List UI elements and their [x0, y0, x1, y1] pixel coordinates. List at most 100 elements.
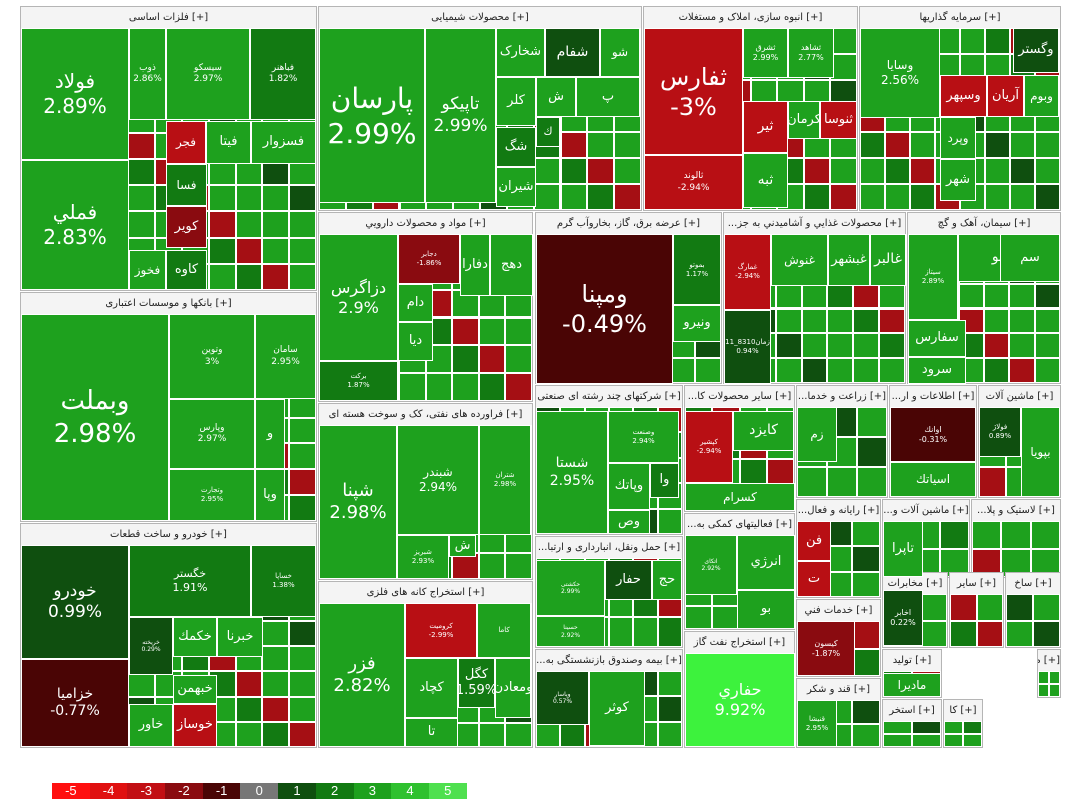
stock-tile[interactable]: سم: [1000, 234, 1060, 282]
stock-tile[interactable]: خساپا 1.38%: [251, 545, 316, 617]
stock-tile[interactable]: کلر: [496, 77, 536, 126]
stock-tile[interactable]: غالبر: [870, 234, 906, 286]
stock-tile[interactable]: تاپیکو 2.99%: [425, 28, 496, 203]
sector-title[interactable]: [+] استخراج نفت گاز: [685, 632, 794, 653]
stock-tile[interactable]: انرژي: [737, 535, 795, 590]
stock-tile[interactable]: بو: [737, 590, 795, 629]
stock-tile[interactable]: شستا 2.95%: [536, 411, 608, 534]
stock-tile[interactable]: ش: [536, 77, 576, 117]
stock-tile[interactable]: فزر 2.82%: [319, 603, 405, 747]
stock-tile[interactable]: خاور: [129, 704, 173, 747]
sector-title[interactable]: [+] لاستیک و پلا...: [972, 500, 1060, 521]
sector-title[interactable]: [+] سایر محصولات کا...: [685, 386, 794, 407]
stock-tile[interactable]: کسرام: [685, 483, 795, 511]
stock-tile[interactable]: حفاري 9.92%: [685, 653, 795, 747]
stock-tile[interactable]: شپنا 2.98%: [319, 425, 397, 579]
stock-tile[interactable]: بپويا: [1021, 407, 1060, 497]
stock-tile[interactable]: وبملت 2.98%: [21, 314, 169, 521]
sector-title[interactable]: [+] ماشین آلات: [979, 386, 1060, 407]
stock-tile[interactable]: سرود: [908, 357, 966, 384]
stock-tile[interactable]: خريخته 0.29%: [129, 617, 173, 675]
stock-tile[interactable]: وص: [608, 510, 650, 534]
stock-tile[interactable]: سامان 2.95%: [255, 314, 316, 399]
stock-tile[interactable]: سفارس: [908, 320, 966, 357]
stock-tile[interactable]: وتوین 3%: [169, 314, 255, 399]
stock-tile[interactable]: فملي 2.83%: [21, 160, 129, 290]
sector-title[interactable]: [+] خدمات فني: [797, 600, 880, 621]
stock-tile[interactable]: ذوب 2.86%: [129, 28, 166, 120]
stock-tile[interactable]: قنیشا 2.95%: [797, 700, 837, 747]
stock-tile[interactable]: کرمان: [788, 101, 820, 139]
sector-title[interactable]: [+] محصولات غذايي و آشاميدني به جز...: [724, 213, 905, 234]
stock-tile[interactable]: شتران 2.98%: [479, 425, 531, 535]
stock-tile[interactable]: وپرد: [940, 117, 976, 159]
stock-tile[interactable]: اتکای 2.92%: [685, 535, 737, 595]
stock-tile[interactable]: وپارس 2.97%: [169, 399, 255, 469]
sector-title[interactable]: [+] رایانه و فعال...: [797, 500, 880, 521]
stock-tile[interactable]: كگل1.59%: [458, 658, 495, 708]
stock-tile[interactable]: وبوم: [1024, 75, 1059, 117]
sector-title[interactable]: [+] عرضه برق، گاز، بخاروآب گرم: [536, 213, 721, 234]
stock-tile[interactable]: سیسکو 2.97%: [166, 28, 250, 120]
sector-title[interactable]: [+] اطلاعات و ار...: [890, 386, 976, 407]
stock-tile[interactable]: آريان: [987, 75, 1024, 117]
stock-tile[interactable]: حج: [652, 560, 682, 600]
sector-title[interactable]: [+] ساخ: [1006, 573, 1060, 594]
stock-tile[interactable]: زم: [797, 407, 837, 462]
stock-tile[interactable]: دهج: [490, 234, 533, 296]
stock-tile[interactable]: فيتا: [206, 121, 251, 164]
stock-tile[interactable]: تا: [405, 718, 458, 747]
stock-tile[interactable]: كاما: [477, 603, 531, 658]
stock-tile[interactable]: ثشاهد 2.77%: [788, 28, 834, 78]
stock-tile[interactable]: ثشرق 2.99%: [743, 28, 788, 78]
stock-tile[interactable]: فولاژ 0.89%: [979, 407, 1021, 457]
stock-tile[interactable]: وپا: [255, 469, 285, 521]
sector-title[interactable]: [+] مواد و محصولات دارويي: [319, 213, 532, 234]
sector-title[interactable]: [+] حمل ونقل، انبارداری و ارتبا...: [536, 537, 682, 558]
stock-tile[interactable]: فسزوار: [251, 121, 316, 164]
stock-tile[interactable]: فسا: [166, 164, 207, 206]
stock-tile[interactable]: اوانك -0.31%: [890, 407, 976, 462]
stock-tile[interactable]: اسیاتك: [890, 462, 976, 497]
stock-tile[interactable]: پارسان 2.99%: [319, 28, 425, 203]
stock-tile[interactable]: شفام: [545, 28, 600, 77]
stock-tile[interactable]: و: [255, 399, 285, 469]
stock-tile[interactable]: وگستر: [1013, 28, 1059, 73]
stock-tile[interactable]: فخوز: [129, 250, 166, 290]
stock-tile[interactable]: ومعادن: [495, 658, 531, 718]
sector-title[interactable]: [+] ساير: [950, 573, 1003, 594]
stock-tile[interactable]: غبشهر: [828, 234, 870, 286]
stock-tile[interactable]: وا: [650, 463, 679, 498]
stock-tile[interactable]: وپاسار 0.57%: [536, 671, 589, 725]
stock-tile[interactable]: فن: [797, 521, 831, 561]
stock-tile[interactable]: دزاگرس 2.9%: [319, 234, 398, 361]
stock-tile[interactable]: دام: [398, 284, 433, 322]
stock-tile[interactable]: حکشتی 2.99%: [536, 560, 605, 616]
stock-tile[interactable]: کپشیر -2.94%: [685, 411, 733, 483]
stock-tile[interactable]: خكمك: [173, 617, 217, 657]
sector-title[interactable]: [+] انبوه سازی، املاک و مستغلات: [644, 7, 857, 28]
stock-tile[interactable]: خوساز: [173, 704, 217, 747]
sector-title[interactable]: [+] کا: [944, 700, 982, 721]
stock-tile[interactable]: اخابر 0.22%: [883, 590, 923, 646]
sector-title[interactable]: [+] قند و شکر: [797, 679, 880, 700]
sector-title[interactable]: [+] خودرو و ساخت قطعات: [21, 524, 316, 545]
stock-tile[interactable]: ثبه: [743, 153, 788, 208]
sector-title[interactable]: [+] استخر: [883, 700, 941, 721]
stock-tile[interactable]: دفارا: [460, 234, 490, 296]
sector-title[interactable]: [+] شرکتهای چند رشته ای صنعتی: [536, 386, 682, 407]
sector-title[interactable]: [+] فراورده های نفتی، کک و سوخت هسته ای: [319, 404, 532, 425]
sector-title[interactable]: [+] بانکها و موسسات اعتباری: [21, 293, 316, 314]
stock-tile[interactable]: ثفارس -3%: [644, 28, 743, 155]
stock-tile[interactable]: سيتاز 2.89%: [908, 234, 958, 320]
stock-tile[interactable]: ثیر: [743, 101, 788, 153]
sector-title[interactable]: [+] م: [1038, 650, 1060, 671]
sector-title[interactable]: [+] سیمان، آهک و گچ: [908, 213, 1060, 234]
sector-title[interactable]: [+] فعالیتهای کمکی به...: [685, 514, 794, 535]
stock-tile[interactable]: غنوش: [771, 234, 828, 286]
stock-tile[interactable]: کروميت -2.99%: [405, 603, 477, 658]
stock-tile[interactable]: شهر: [940, 159, 976, 201]
stock-tile[interactable]: خبهمن: [173, 675, 217, 704]
stock-tile[interactable]: فجر: [166, 121, 206, 164]
stock-tile[interactable]: ومپنا -0.49%: [536, 234, 673, 384]
